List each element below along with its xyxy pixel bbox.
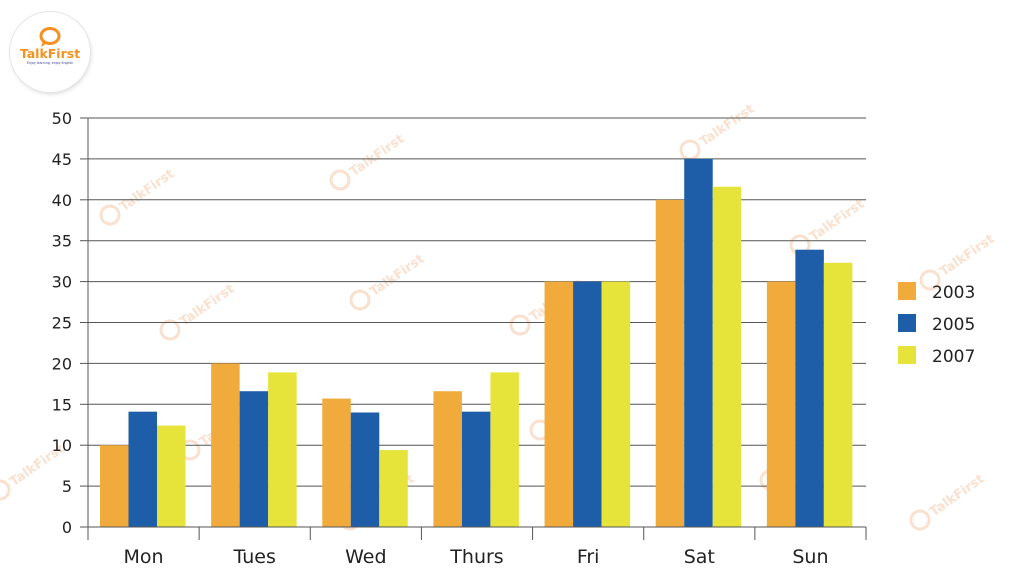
watermark-2: TalkFirst xyxy=(99,167,177,226)
y-tick-label: 15 xyxy=(52,395,72,414)
x-axis-labels: Mon Tues Wed Thurs Fri Sat Sun xyxy=(124,546,829,568)
bar-2003-Mon xyxy=(100,445,129,527)
bar-2007-Tues xyxy=(268,372,297,527)
watermark-3: TalkFirst xyxy=(789,197,867,256)
bar-2005-Tues xyxy=(239,391,269,527)
bar-2007-Wed xyxy=(379,450,408,527)
bar-2005-Mon xyxy=(128,411,157,527)
bar-2005-Sun xyxy=(795,249,824,527)
bar-2007-Sun xyxy=(823,262,853,527)
legend: 2003 2005 2007 xyxy=(898,282,975,367)
watermark-bubble-icon xyxy=(349,289,371,311)
bar-2007-Fri xyxy=(601,281,631,527)
legend-label: 2005 xyxy=(932,315,975,335)
x-tick-label: Mon xyxy=(124,546,164,568)
x-tick-label: Tues xyxy=(233,546,276,568)
y-tick-label: 0 xyxy=(62,518,72,537)
bar-2007-Mon xyxy=(157,425,186,527)
watermark-text: TalkFirst xyxy=(697,102,757,150)
bar-2005-Fri xyxy=(573,281,602,527)
legend-swatch-2005 xyxy=(898,314,916,332)
watermark-bubble-icon xyxy=(909,509,931,531)
y-tick-label: 20 xyxy=(52,354,72,373)
x-tick-label: Wed xyxy=(345,546,386,568)
watermark-bubble-icon xyxy=(0,479,11,501)
watermark-bubble-icon xyxy=(99,204,121,226)
watermark-text: TalkFirst xyxy=(927,472,987,520)
talkfirst-logo-mark: TalkFirst Enjoy learning, enjoy English xyxy=(20,27,80,65)
bar-2007-Sat xyxy=(712,186,742,527)
speech-bubble-icon xyxy=(39,27,61,47)
watermark-bubble-icon xyxy=(329,169,351,191)
watermark-text: TalkFirst xyxy=(117,167,177,215)
bar-2003-Wed xyxy=(322,398,351,527)
y-tick-label: 5 xyxy=(62,477,72,496)
watermark-bubble-icon xyxy=(679,139,701,161)
bar-2003-Tues xyxy=(211,363,240,527)
legend-label: 2007 xyxy=(932,347,975,367)
watermark-text: TalkFirst xyxy=(367,252,427,300)
y-tick-label: 35 xyxy=(52,232,72,251)
y-tick-label: 40 xyxy=(52,191,72,210)
bar-2007-Thurs xyxy=(490,372,519,527)
x-tick-label: Sat xyxy=(684,546,715,568)
y-axis-ticks: 0 5 10 15 20 25 30 35 40 45 50 xyxy=(52,109,88,537)
watermark-text: TalkFirst xyxy=(807,197,867,245)
watermark-bubble-icon xyxy=(509,314,531,336)
watermark-bubble-icon xyxy=(919,269,941,291)
bar-2003-Fri xyxy=(544,281,574,527)
watermark-text: TalkFirst xyxy=(347,132,407,180)
watermark-1: TalkFirst xyxy=(679,102,757,161)
y-tick-label: 45 xyxy=(52,150,72,169)
talkfirst-logo: TalkFirst Enjoy learning, enjoy English xyxy=(10,12,90,92)
y-tick-label: 10 xyxy=(52,436,72,455)
watermark-4: TalkFirst xyxy=(349,252,427,311)
bar-2005-Wed xyxy=(350,412,380,527)
legend-swatch-2007 xyxy=(898,346,916,364)
watermark-12: TalkFirst xyxy=(909,472,987,531)
watermark-text: TalkFirst xyxy=(937,232,997,280)
logo-tagline: Enjoy learning, enjoy English xyxy=(27,61,73,65)
bar-2005-Sat xyxy=(684,158,713,527)
bars xyxy=(100,158,853,528)
y-tick-label: 25 xyxy=(52,314,72,333)
bar-2005-Thurs xyxy=(461,411,491,527)
axes xyxy=(87,118,867,540)
x-tick-label: Fri xyxy=(577,546,600,568)
watermark-7: TalkFirst xyxy=(159,282,237,341)
x-tick-label: Thurs xyxy=(449,546,503,568)
logo-name: TalkFirst xyxy=(20,46,80,61)
y-tick-label: 30 xyxy=(52,273,72,292)
bar-2003-Sat xyxy=(655,199,685,528)
y-tick-label: 50 xyxy=(52,109,72,128)
bar-2003-Sun xyxy=(766,281,796,527)
bar-2003-Thurs xyxy=(433,391,462,527)
legend-label: 2003 xyxy=(932,283,975,303)
x-tick-label: Sun xyxy=(792,546,828,568)
watermark-0: TalkFirst xyxy=(329,132,407,191)
legend-swatch-2003 xyxy=(898,282,916,300)
